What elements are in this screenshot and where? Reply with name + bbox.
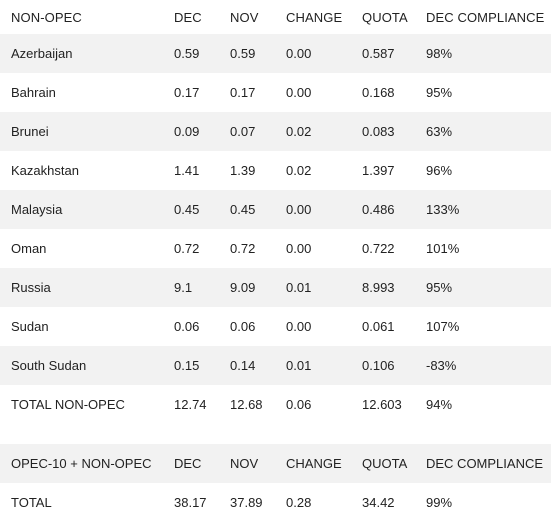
change-cell: 0.28 <box>286 495 312 510</box>
compliance-cell: 133% <box>426 202 460 217</box>
nov-cell: 0.06 <box>230 319 256 334</box>
table-row: Brunei 0.09 0.07 0.02 0.083 63% <box>0 112 551 151</box>
quota-cell: 1.397 <box>362 163 395 178</box>
quota-cell: 12.603 <box>362 397 402 412</box>
quota-cell: 0.486 <box>362 202 395 217</box>
quota-cell: 0.083 <box>362 124 395 139</box>
quota-cell: 0.061 <box>362 319 395 334</box>
change-cell: 0.00 <box>286 319 312 334</box>
non-opec-header-row: NON-OPEC DEC NOV CHANGE QUOTA DEC COMPLI… <box>0 0 551 34</box>
country-cell: Bahrain <box>11 85 56 100</box>
nov-cell: 0.45 <box>230 202 256 217</box>
country-cell: Russia <box>11 280 51 295</box>
nov-cell: 1.39 <box>230 163 256 178</box>
change-cell: 0.00 <box>286 202 312 217</box>
change-cell: 0.01 <box>286 358 312 373</box>
header-cell: OPEC-10 + NON-OPEC <box>11 456 152 471</box>
dec-cell: 0.59 <box>174 46 200 61</box>
header-cell: NON-OPEC <box>11 9 82 25</box>
header-cell: NOV <box>230 9 259 25</box>
quota-cell: 0.722 <box>362 241 395 256</box>
dec-cell: 12.74 <box>174 397 207 412</box>
dec-cell: 0.06 <box>174 319 200 334</box>
header-cell: DEC <box>174 456 202 471</box>
change-cell: 0.00 <box>286 85 312 100</box>
compliance-cell: 96% <box>426 163 453 178</box>
change-cell: 0.00 <box>286 241 312 256</box>
country-cell: Sudan <box>11 319 49 334</box>
header-cell: CHANGE <box>286 456 342 471</box>
dec-cell: 0.15 <box>174 358 200 373</box>
opec-10-non-opec-header-row: OPEC-10 + NON-OPEC DEC NOV CHANGE QUOTA … <box>0 444 551 483</box>
nov-cell: 0.14 <box>230 358 256 373</box>
table-row: Russia 9.1 9.09 0.01 8.993 95% <box>0 268 551 307</box>
country-cell: TOTAL <box>11 495 52 510</box>
nov-cell: 0.07 <box>230 124 256 139</box>
nov-cell: 0.59 <box>230 46 256 61</box>
change-cell: 0.00 <box>286 46 312 61</box>
section-spacer <box>0 424 551 444</box>
nov-cell: 9.09 <box>230 280 256 295</box>
table-row: Kazakhstan 1.41 1.39 0.02 1.397 96% <box>0 151 551 190</box>
country-cell: Kazakhstan <box>11 163 79 178</box>
total-non-opec-row: TOTAL NON-OPEC 12.74 12.68 0.06 12.603 9… <box>0 385 551 424</box>
header-cell: DEC COMPLIANCE <box>426 9 545 25</box>
country-cell: Oman <box>11 241 47 256</box>
table-row: Bahrain 0.17 0.17 0.00 0.168 95% <box>0 73 551 112</box>
quota-cell: 0.106 <box>362 358 395 373</box>
compliance-cell: 101% <box>426 241 460 256</box>
dec-cell: 9.1 <box>174 280 193 295</box>
nov-cell: 37.89 <box>230 495 263 510</box>
nov-cell: 0.72 <box>230 241 256 256</box>
country-cell: South Sudan <box>11 358 87 373</box>
quota-cell: 0.587 <box>362 46 395 61</box>
compliance-cell: -83% <box>426 358 457 373</box>
header-cell: DEC <box>174 9 202 25</box>
table-row: South Sudan 0.15 0.14 0.01 0.106 -83% <box>0 346 551 385</box>
dec-cell: 0.09 <box>174 124 200 139</box>
table-row: Oman 0.72 0.72 0.00 0.722 101% <box>0 229 551 268</box>
dec-cell: 0.45 <box>174 202 200 217</box>
change-cell: 0.01 <box>286 280 312 295</box>
grand-total-row: TOTAL 38.17 37.89 0.28 34.42 99% <box>0 483 551 522</box>
dec-cell: 38.17 <box>174 495 207 510</box>
country-cell: Brunei <box>11 124 49 139</box>
nov-cell: 12.68 <box>230 397 263 412</box>
header-cell: CHANGE <box>286 9 343 25</box>
change-cell: 0.02 <box>286 163 312 178</box>
quota-cell: 0.168 <box>362 85 395 100</box>
dec-cell: 1.41 <box>174 163 200 178</box>
dec-cell: 0.17 <box>174 85 200 100</box>
quota-cell: 34.42 <box>362 495 395 510</box>
country-cell: Malaysia <box>11 202 63 217</box>
change-cell: 0.02 <box>286 124 312 139</box>
dec-cell: 0.72 <box>174 241 200 256</box>
compliance-cell: 107% <box>426 319 460 334</box>
table-row: Sudan 0.06 0.06 0.00 0.061 107% <box>0 307 551 346</box>
compliance-cell: 95% <box>426 85 453 100</box>
header-cell: QUOTA <box>362 456 408 471</box>
change-cell: 0.06 <box>286 397 312 412</box>
country-cell: Azerbaijan <box>11 46 73 61</box>
quota-cell: 8.993 <box>362 280 395 295</box>
header-cell: NOV <box>230 456 259 471</box>
nov-cell: 0.17 <box>230 85 256 100</box>
compliance-cell: 95% <box>426 280 453 295</box>
table-row: Malaysia 0.45 0.45 0.00 0.486 133% <box>0 190 551 229</box>
compliance-cell: 63% <box>426 124 453 139</box>
table-row: Azerbaijan 0.59 0.59 0.00 0.587 98% <box>0 34 551 73</box>
compliance-cell: 98% <box>426 46 453 61</box>
compliance-cell: 94% <box>426 397 453 412</box>
country-cell: TOTAL NON-OPEC <box>11 397 125 412</box>
compliance-cell: 99% <box>426 495 453 510</box>
header-cell: QUOTA <box>362 9 408 25</box>
header-cell: DEC COMPLIANCE <box>426 456 544 471</box>
